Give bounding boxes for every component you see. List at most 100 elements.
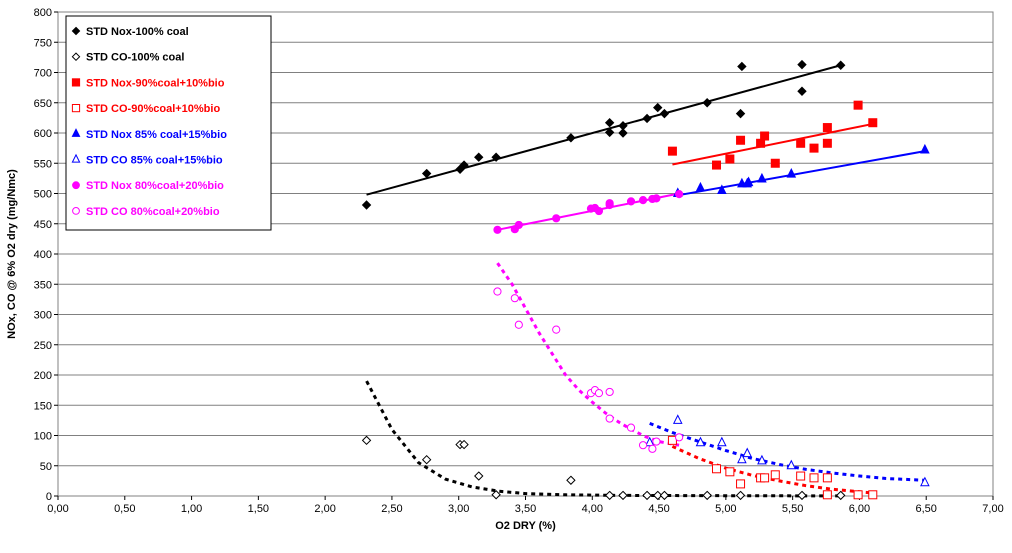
legend-swatch bbox=[71, 26, 81, 36]
point-series-2 bbox=[796, 138, 806, 148]
trend-lines bbox=[365, 64, 926, 498]
point-series-5 bbox=[672, 414, 683, 424]
trendline-series-4 bbox=[677, 150, 926, 197]
legend-box bbox=[65, 15, 272, 231]
point-series-6 bbox=[605, 199, 614, 208]
point-series-0 bbox=[604, 127, 615, 138]
point-series-4 bbox=[920, 143, 930, 154]
y-tick-label: 300 bbox=[34, 310, 52, 322]
point-series-7 bbox=[605, 414, 614, 423]
y-tick-label: 250 bbox=[34, 340, 52, 352]
point-series-1 bbox=[618, 490, 628, 501]
point-series-7 bbox=[493, 287, 502, 296]
x-tick-label: 2,50 bbox=[381, 503, 402, 515]
point-series-2 bbox=[822, 138, 832, 148]
point-series-2 bbox=[760, 131, 770, 141]
point-series-3 bbox=[822, 490, 832, 500]
trendline-series-0 bbox=[366, 64, 841, 196]
y-tick-label: 650 bbox=[34, 98, 52, 110]
point-series-7 bbox=[626, 423, 636, 432]
point-series-3 bbox=[736, 479, 746, 489]
x-tick-label: 3,00 bbox=[448, 503, 469, 515]
point-series-0 bbox=[604, 118, 615, 128]
point-series-7 bbox=[594, 389, 604, 398]
point-series-0 bbox=[797, 59, 807, 70]
legend-swatch bbox=[72, 207, 80, 215]
point-series-4 bbox=[743, 176, 754, 187]
legend-entry: STD CO-90%coal+10%bio bbox=[86, 103, 220, 115]
point-series-1 bbox=[604, 490, 615, 501]
point-series-5 bbox=[786, 459, 797, 470]
point-series-7 bbox=[514, 320, 523, 329]
y-tick-label: 100 bbox=[34, 431, 52, 443]
point-series-5 bbox=[920, 476, 930, 487]
x-tick-label: 6,00 bbox=[849, 503, 870, 515]
point-series-7 bbox=[652, 437, 661, 446]
point-series-0 bbox=[659, 108, 670, 119]
legend-entry: STD CO-100% coal bbox=[86, 52, 184, 64]
point-series-3 bbox=[796, 471, 806, 481]
point-series-0 bbox=[491, 152, 501, 162]
x-tick-label: 1,00 bbox=[181, 503, 202, 515]
point-series-7 bbox=[552, 325, 561, 334]
y-tick-label: 550 bbox=[34, 158, 52, 170]
point-series-6 bbox=[552, 214, 561, 223]
point-series-1 bbox=[474, 471, 484, 481]
point-series-7 bbox=[675, 433, 684, 442]
trendcurve-series-3 bbox=[671, 445, 873, 495]
point-series-2 bbox=[725, 154, 735, 164]
point-series-0 bbox=[618, 128, 628, 138]
x-tick-label: 3,50 bbox=[515, 503, 536, 515]
point-series-0 bbox=[737, 61, 747, 72]
y-tick-label: 600 bbox=[34, 128, 52, 140]
point-series-2 bbox=[809, 143, 819, 153]
x-tick-label: 6,50 bbox=[916, 503, 937, 515]
legend-entry: STD Nox-90%coal+10%bio bbox=[86, 77, 225, 89]
legend-entry: STD CO 85% coal+15%bio bbox=[86, 155, 223, 167]
point-series-3 bbox=[760, 473, 770, 483]
point-series-0 bbox=[702, 98, 712, 108]
point-series-5 bbox=[737, 453, 747, 464]
trendcurve-series-7 bbox=[496, 262, 680, 447]
y-tick-label: 450 bbox=[34, 219, 52, 231]
point-series-7 bbox=[510, 294, 519, 303]
y-tick-label: 150 bbox=[34, 400, 52, 412]
point-series-1 bbox=[642, 490, 652, 501]
point-series-0 bbox=[836, 60, 846, 70]
legend-swatch bbox=[71, 104, 81, 113]
legend-swatch bbox=[71, 52, 81, 62]
point-series-4 bbox=[757, 172, 767, 183]
point-series-1 bbox=[797, 490, 807, 501]
legend-swatch bbox=[71, 128, 81, 137]
x-tick-label: 5,00 bbox=[715, 503, 736, 515]
data-markers bbox=[361, 59, 930, 501]
x-axis-ticks: 0,00 0,50 1,00 1,50 2,00 2,50 3,00 3,50 4,00 4,50… bbox=[47, 496, 1004, 515]
point-series-0 bbox=[474, 152, 484, 162]
y-axis-ticks: 0 50 100 150 200 250 300 350 400 450 500 550 600 650 7… bbox=[34, 7, 58, 503]
y-tick-label: 700 bbox=[34, 68, 52, 80]
y-tick-label: 400 bbox=[34, 249, 52, 261]
point-series-1 bbox=[659, 490, 670, 501]
point-series-0 bbox=[735, 108, 746, 119]
point-series-1 bbox=[361, 435, 372, 446]
legend-entry: STD Nox 85% coal+15%bio bbox=[86, 129, 227, 141]
legend-swatch bbox=[71, 153, 81, 163]
point-series-7 bbox=[605, 387, 614, 397]
x-tick-label: 2,00 bbox=[314, 503, 335, 515]
y-tick-label: 200 bbox=[34, 370, 52, 382]
point-series-3 bbox=[868, 490, 878, 500]
x-tick-label: 4,50 bbox=[648, 503, 669, 515]
point-series-3 bbox=[809, 473, 819, 483]
point-series-5 bbox=[717, 436, 727, 447]
point-series-6 bbox=[493, 225, 502, 234]
legend: STD Nox-100% coal STD CO-100% coal STD Nox… bbox=[65, 15, 272, 231]
x-tick-label: 0,00 bbox=[47, 503, 68, 515]
y-tick-label: 800 bbox=[34, 7, 52, 19]
point-series-0 bbox=[421, 168, 432, 179]
point-series-6 bbox=[514, 220, 523, 230]
point-series-6 bbox=[626, 197, 636, 206]
point-series-2 bbox=[667, 146, 677, 156]
legend-entry: STD CO 80%coal+20%bio bbox=[86, 206, 220, 218]
point-series-6 bbox=[594, 206, 604, 216]
